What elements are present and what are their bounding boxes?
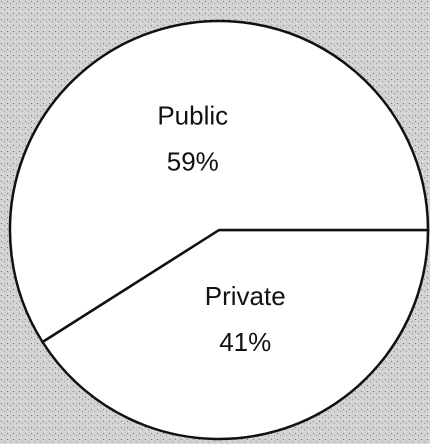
pie-slice — [8, 19, 430, 344]
slice-label: Private — [205, 281, 286, 311]
slice-value-label: 41% — [219, 327, 271, 357]
slice-value-label: 59% — [167, 147, 219, 177]
slice-label: Public — [157, 101, 228, 131]
